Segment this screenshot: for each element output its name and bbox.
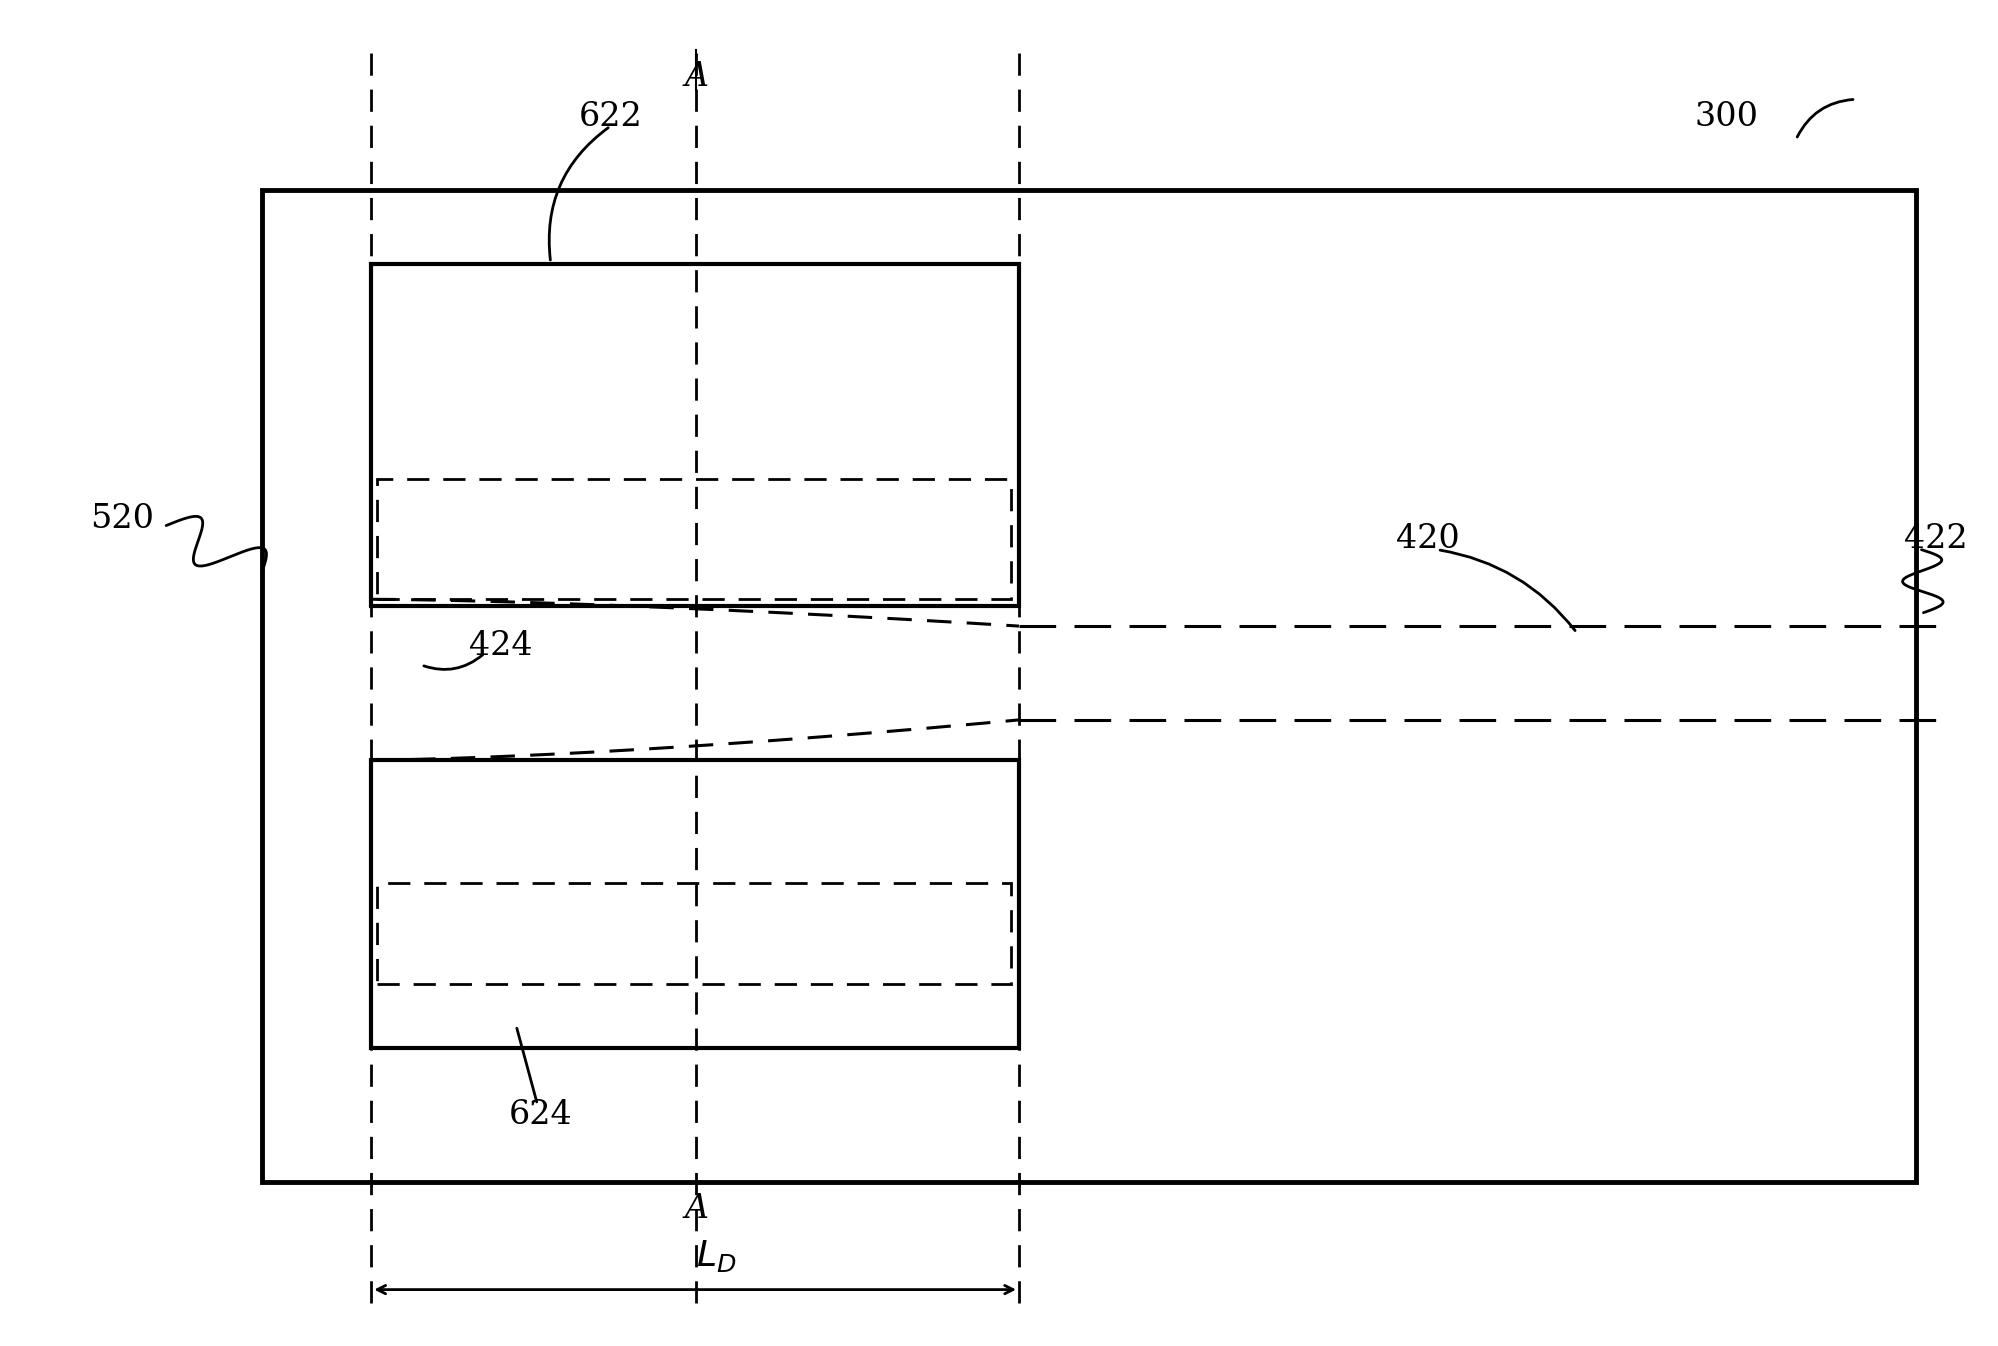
Text: A: A (683, 61, 707, 93)
Bar (378, 883, 1011, 984)
Bar (262, 190, 1916, 1182)
Bar (378, 479, 1011, 599)
Text: $L_D$: $L_D$ (695, 1238, 735, 1275)
Text: 422: 422 (1904, 524, 1968, 555)
Text: 300: 300 (1694, 101, 1758, 133)
Text: 520: 520 (90, 503, 154, 534)
Bar (372, 760, 1019, 1049)
Text: 420: 420 (1395, 524, 1459, 555)
Text: 624: 624 (509, 1100, 573, 1132)
Text: A: A (683, 1193, 707, 1225)
Text: 622: 622 (579, 101, 641, 133)
Bar (372, 264, 1019, 606)
Text: 424: 424 (470, 630, 533, 662)
